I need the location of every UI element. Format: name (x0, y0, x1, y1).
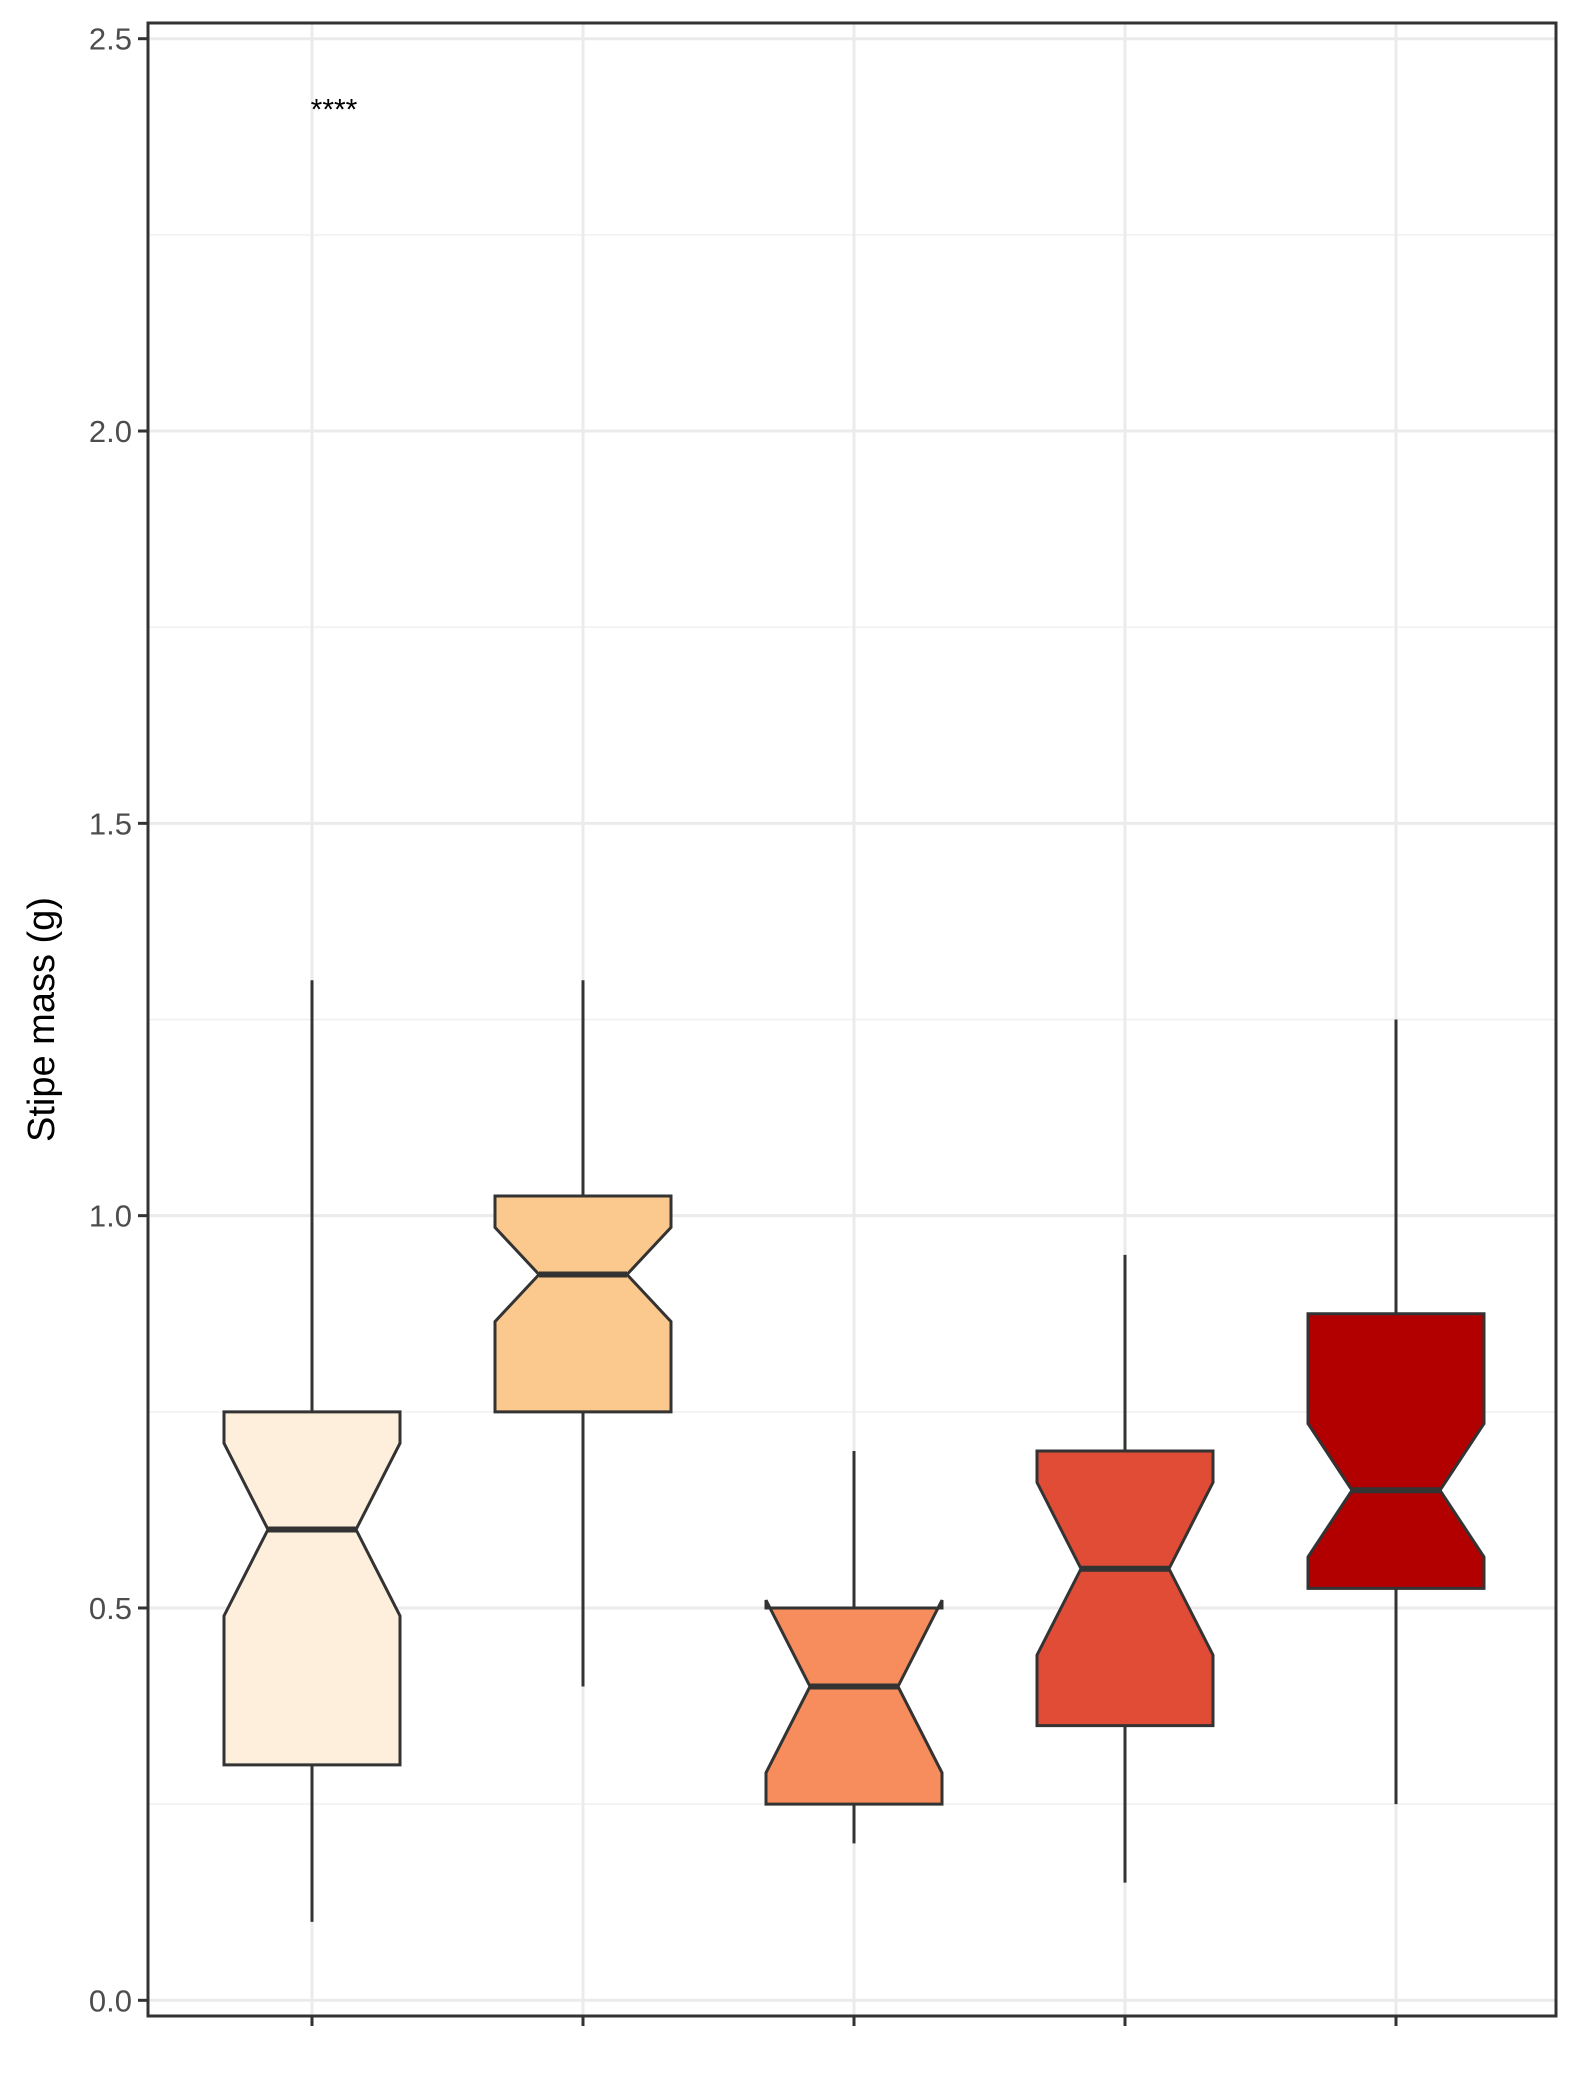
significance-annotation: **** (311, 93, 358, 126)
panel-border (146, 21, 1558, 2018)
box-body (222, 1410, 402, 1767)
y-tick-label: 0.5 (89, 1591, 132, 1626)
y-tick-label: 0.0 (89, 1983, 132, 2018)
box-body (764, 1599, 944, 1806)
y-axis-label: Stipe mass (g) (21, 897, 63, 1142)
y-tick-label: 2.0 (89, 414, 132, 449)
box-4 (1035, 1254, 1215, 1883)
y-tick-label: 2.5 (89, 22, 132, 57)
axes: 0.0 0.5 1.0 1.5 2.0 2.5 (89, 21, 1558, 2026)
y-tick-label: 1.0 (89, 1199, 132, 1234)
box-1 (222, 980, 402, 1922)
y-tick-label: 1.5 (89, 806, 132, 841)
box-body (1306, 1312, 1486, 1590)
boxes (222, 980, 1486, 1922)
box-body (1035, 1449, 1215, 1728)
box-2 (493, 980, 673, 1687)
box-body (493, 1194, 673, 1414)
box-3 (764, 1451, 944, 1844)
box-5 (1306, 1019, 1486, 1805)
